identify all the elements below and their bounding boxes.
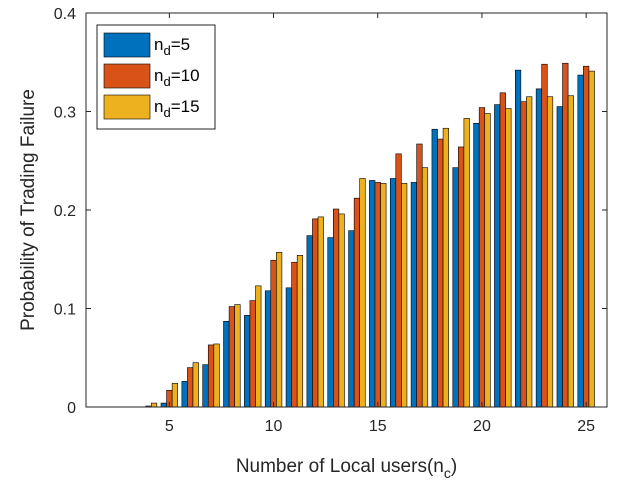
bar-nd5-x8: [223, 321, 230, 408]
bar-nd10-x23: [541, 63, 548, 408]
legend-swatch-2: [103, 94, 151, 120]
bar-nd15-x12: [317, 216, 324, 408]
bar-nd15-x13: [338, 213, 345, 408]
bar-nd10-x10: [270, 259, 277, 408]
bar-nd5-x6: [181, 381, 188, 408]
x-axis-label-subscript: c: [444, 465, 451, 481]
x-tick-label-15: 15: [369, 418, 387, 435]
bar-nd15-x9: [255, 285, 262, 408]
bar-nd15-x20: [484, 113, 491, 408]
bar-nd10-x13: [332, 208, 340, 408]
bar-nd10-x15: [374, 182, 381, 408]
bar-nd5-x16: [389, 178, 397, 408]
bar-nd5-x10: [264, 290, 272, 408]
bar-nd10-x21: [499, 92, 506, 408]
x-axis-label: Number of Local users(nc): [236, 456, 457, 481]
bar-nd15-x6: [192, 362, 199, 408]
y-tick-label-0: 0: [67, 400, 76, 417]
bar-nd15-x7: [213, 343, 220, 408]
legend: nd=5 nd=10 nd=15: [96, 24, 216, 130]
y-tick-label-4: 0.4: [54, 6, 76, 23]
bar-nd15-x11: [296, 255, 304, 408]
y-tick-label-1: 0.1: [54, 302, 76, 319]
bar-nd5-x21: [494, 104, 501, 408]
y-tick-label-3: 0.3: [54, 105, 76, 122]
bar-nd10-x16: [395, 153, 402, 408]
bar-nd15-x21: [505, 108, 512, 408]
legend-entry-2: nd=15: [154, 97, 200, 120]
bar-nd10-x25: [583, 65, 590, 408]
x-tick-label-5: 5: [165, 418, 174, 435]
bar-nd15-x10: [276, 252, 283, 408]
bar-nd5-x17: [410, 182, 417, 408]
legend-entry-1: nd=10: [154, 66, 200, 89]
x-axis-label-close: ): [451, 456, 457, 477]
bar-nd10-x20: [478, 107, 486, 408]
bar-nd15-x14: [359, 178, 366, 408]
bar-nd5-x22: [514, 69, 522, 408]
bar-nd5-x13: [327, 237, 334, 408]
bar-nd5-x9: [244, 315, 251, 408]
bar-nd5-x19: [452, 167, 459, 408]
bar-nd15-x17: [421, 167, 429, 408]
bar-nd15-x8: [234, 304, 241, 408]
bar-nd10-x6: [187, 367, 194, 408]
bar-nd10-x24: [562, 62, 569, 408]
x-tick-label-25: 25: [577, 418, 595, 435]
bars-group: [145, 62, 595, 408]
bar-nd15-x22: [526, 96, 533, 408]
bar-nd5-x5: [160, 402, 167, 408]
bar-nd10-x22: [520, 101, 527, 408]
bar-nd10-x14: [353, 197, 361, 408]
bar-nd10-x17: [416, 143, 423, 408]
bar-nd15-x19: [463, 118, 470, 408]
bar-nd5-x14: [348, 230, 355, 408]
bar-nd10-x12: [312, 218, 319, 408]
bar-nd10-x9: [249, 300, 256, 408]
bar-nd15-x4: [151, 402, 158, 408]
y-tick-label-2: 0.2: [54, 203, 76, 220]
bar-nd15-x5: [171, 383, 178, 408]
bar-nd15-x16: [401, 183, 408, 408]
bar-nd5-x23: [535, 88, 543, 408]
bar-nd5-x20: [473, 123, 480, 408]
bar-nd15-x25: [588, 70, 595, 408]
x-tick-label-10: 10: [265, 418, 283, 435]
legend-swatch-1: [103, 63, 151, 89]
bar-nd15-x18: [442, 127, 449, 408]
bar-nd15-x24: [567, 95, 574, 408]
bar-nd15-x15: [380, 183, 387, 408]
bar-nd5-x25: [577, 74, 584, 408]
y-axis-label: Probability of Trading Failure: [18, 89, 39, 331]
bar-nd5-x18: [431, 128, 438, 408]
bar-nd5-x24: [556, 106, 563, 408]
x-tick-label-20: 20: [473, 418, 491, 435]
legend-entry-0: nd=5: [154, 35, 190, 58]
ticks-group: 5 10 15 20 25 0 0.1 0.2 0.3 0.4: [54, 6, 607, 435]
bar-nd10-x11: [291, 261, 298, 408]
bar-nd10-x7: [207, 344, 215, 408]
legend-swatch-0: [103, 32, 151, 58]
bar-nd15-x23: [546, 96, 554, 408]
bar-nd5-x15: [369, 180, 376, 408]
bar-nd5-x12: [306, 235, 313, 408]
bar-nd10-x19: [458, 146, 465, 408]
bar-nd10-x8: [228, 306, 235, 408]
x-axis-label-main: Number of Local users(n: [236, 456, 444, 477]
bar-nd10-x18: [437, 138, 444, 408]
bar-nd5-x11: [285, 287, 292, 408]
bar-nd5-x7: [202, 364, 209, 408]
